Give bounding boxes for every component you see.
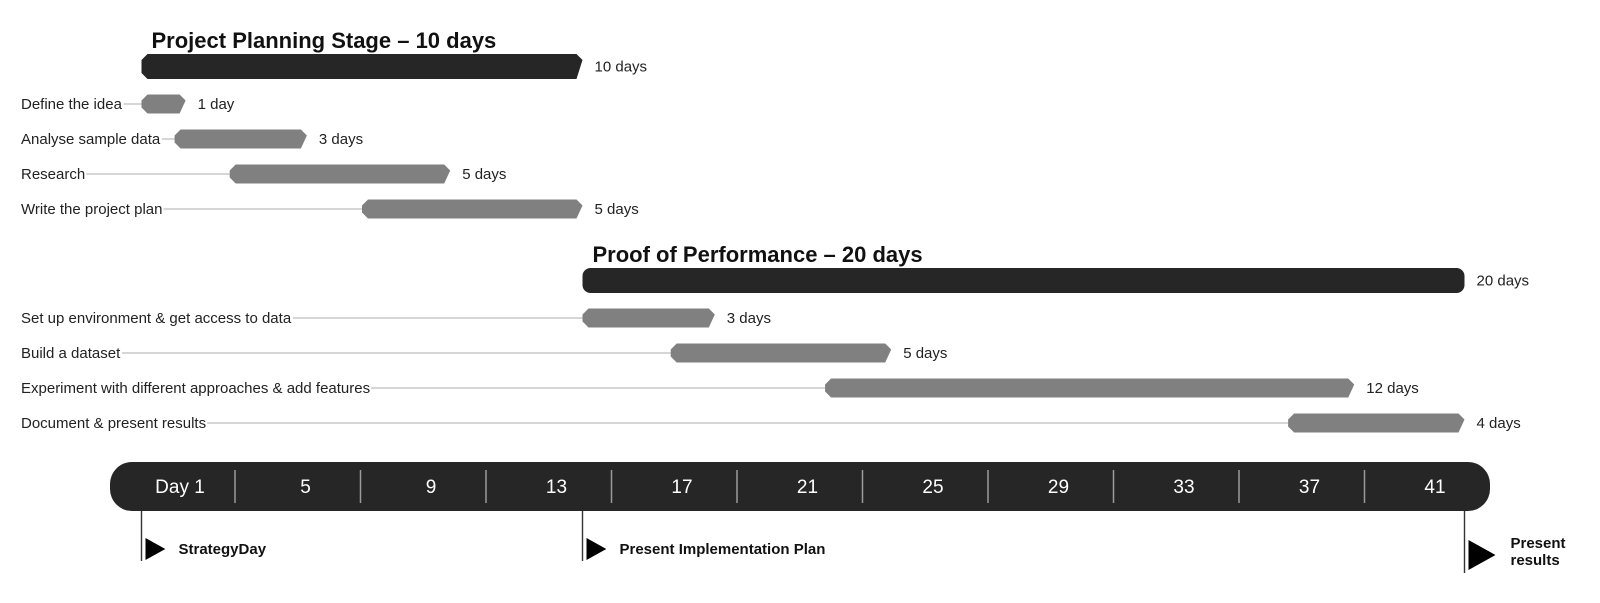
task-bar [670,343,892,363]
milestone-label: Present Implementation Plan [620,541,826,558]
task-bar [362,199,583,219]
task-label-background [20,310,293,327]
task-duration-label: 3 days [319,131,363,148]
task-label: Analyse sample data [21,131,161,148]
task-duration-label: 1 day [198,96,235,113]
task-label-background [20,166,87,183]
stage-bar [141,54,583,79]
task-label: Build a dataset [21,345,121,362]
task-duration-label: 4 days [1477,415,1521,432]
timeline-tick-label: 29 [1048,477,1069,498]
task-label: Set up environment & get access to data [21,310,292,327]
task-duration-label: 3 days [727,310,771,327]
timeline-tick-label: 17 [671,477,692,498]
task-bar [141,94,186,114]
task-bar [174,129,307,149]
timeline-tick-label: 33 [1173,477,1194,498]
timeline-tick-label: Day 1 [155,477,205,498]
milestone-flag-icon [1468,540,1496,570]
timeline-bar [110,462,1490,511]
task-duration-label: 5 days [903,345,947,362]
task-duration-label: 5 days [462,166,506,183]
stage-bar [582,268,1465,293]
milestone-label: Present results [1511,535,1566,569]
milestone-flag-icon [586,538,607,560]
timeline-tick-label: 37 [1299,477,1320,498]
task-label: Experiment with different approaches & a… [21,380,370,397]
task-label-background [20,131,162,148]
task-bar [229,164,451,184]
timeline-tick-label: 13 [546,477,567,498]
task-label: Write the project plan [21,201,162,218]
task-bar [1288,413,1465,433]
timeline-tick-label: 5 [300,477,311,498]
task-label: Define the idea [21,96,123,113]
task-label-background [20,345,123,362]
timeline-tick-label: 41 [1424,477,1445,498]
task-bar [582,308,715,328]
timeline-tick-label: 9 [426,477,437,498]
task-duration-label: 12 days [1366,380,1419,397]
task-bar [825,378,1355,398]
task-label: Research [21,166,85,183]
stage-duration-label: 10 days [595,59,648,76]
stage-title: Proof of Performance – 20 days [593,242,923,267]
timeline-tick-label: 25 [922,477,943,498]
task-duration-label: 5 days [595,201,639,218]
task-label: Document & present results [21,415,206,432]
milestone-flag-icon [145,538,166,560]
milestone-label: StrategyDay [179,541,267,558]
task-label-background [20,415,208,432]
stage-title: Project Planning Stage – 10 days [152,28,497,53]
task-label-background [20,201,164,218]
task-label-background [20,96,124,113]
timeline-tick-label: 21 [797,477,818,498]
task-label-background [20,380,372,397]
stage-duration-label: 20 days [1477,273,1530,290]
